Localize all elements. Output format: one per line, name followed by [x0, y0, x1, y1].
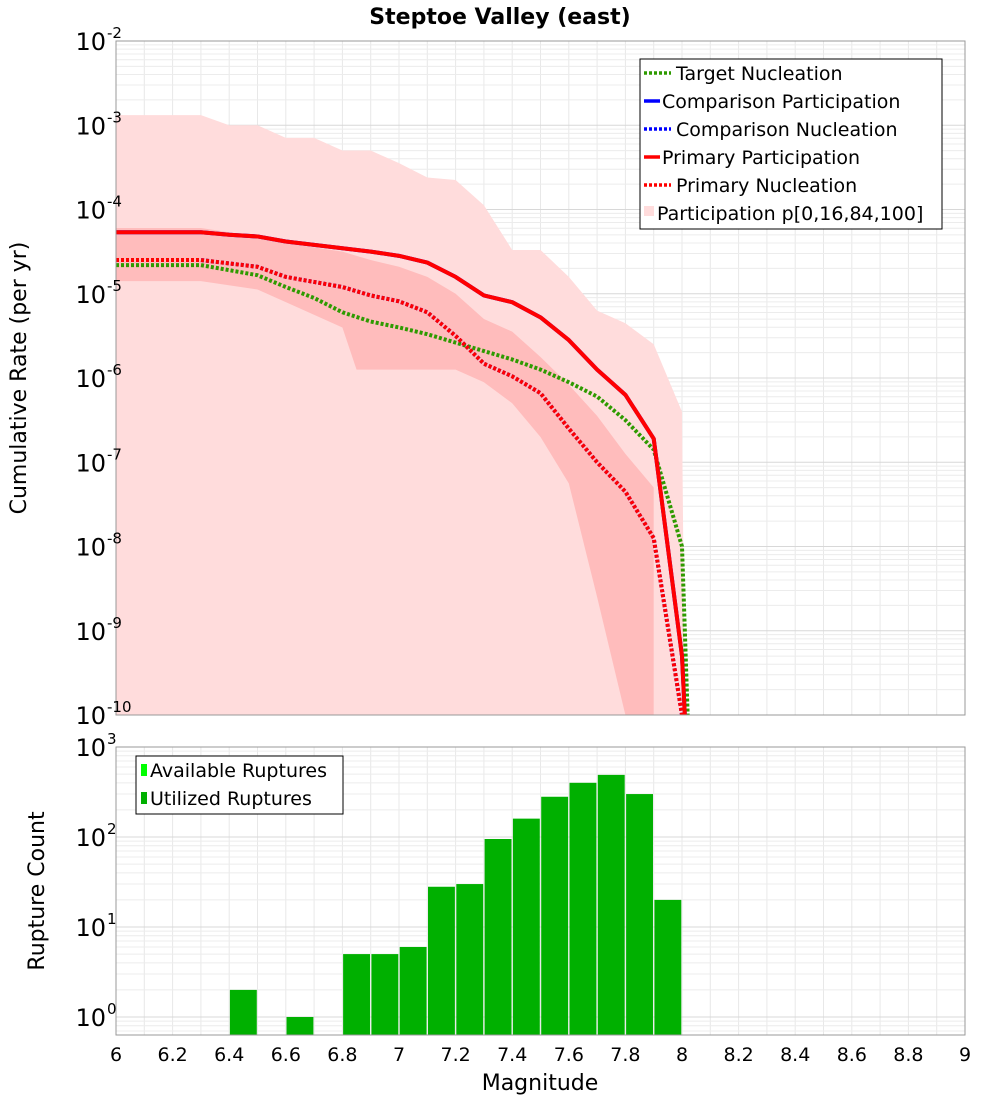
y-tick-exponent: -6 — [107, 361, 122, 379]
y-tick-exponent: -4 — [107, 193, 122, 211]
x-tick-label: 8.4 — [780, 1044, 810, 1066]
y-tick-label: 10 — [75, 618, 106, 646]
rate-series-lines — [116, 230, 690, 716]
x-tick-label: 8.8 — [893, 1044, 923, 1066]
y-tick-label: 10 — [75, 1004, 106, 1032]
legend-label-comparison-nucleation: Comparison Nucleation — [676, 119, 898, 141]
x-tick-label: 8.2 — [723, 1044, 753, 1066]
rupture-bar — [484, 839, 512, 1035]
rupture-bar — [286, 1017, 314, 1035]
x-tick-label: 6.4 — [214, 1044, 244, 1066]
rupture-bar — [541, 796, 569, 1035]
legend-swatch-participation-band — [644, 206, 654, 216]
bottom-y-axis-label: Rupture Count — [25, 811, 50, 971]
x-tick-label: 7 — [393, 1044, 405, 1066]
chart-title: Steptoe Valley (east) — [369, 5, 630, 30]
y-tick-exponent: -5 — [107, 277, 122, 295]
rupture-count-bars — [229, 774, 682, 1035]
x-tick-label: 9 — [959, 1044, 971, 1066]
legend-label-available-ruptures: Available Ruptures — [150, 760, 327, 782]
legend-label-primary-participation: Primary Participation — [662, 147, 860, 169]
x-tick-label: 7.8 — [610, 1044, 640, 1066]
rupture-bar — [626, 794, 653, 1035]
rupture-bar — [371, 954, 399, 1035]
top-y-axis-label: Cumulative Rate (per yr) — [7, 242, 32, 515]
legend-label-primary-nucleation: Primary Nucleation — [676, 175, 857, 197]
x-tick-label: 7.6 — [554, 1044, 584, 1066]
legend-label-comparison-participation: Comparison Participation — [662, 91, 900, 113]
rupture-bar — [343, 954, 370, 1035]
y-tick-label: 10 — [75, 734, 106, 762]
legend-label-participation-band: Participation p[0,16,84,100] — [657, 203, 923, 225]
rupture-legend-box — [135, 755, 344, 815]
x-tick-label: 8 — [676, 1044, 688, 1066]
y-tick-label: 10 — [75, 914, 106, 942]
y-tick-label: 10 — [75, 365, 106, 393]
x-tick-label: 7.4 — [497, 1044, 527, 1066]
series-target-nucleation — [116, 263, 690, 716]
x-axis-label: Magnitude — [482, 1071, 599, 1096]
y-tick-exponent: -3 — [107, 108, 122, 126]
y-tick-exponent: -10 — [107, 698, 132, 716]
series-primary-participation — [116, 230, 687, 716]
x-ticks: 6 6.2 6.4 6.6 6.8 7 7.2 7.4 7.6 7.8 8 8.2 8.4 8.6 8.8 9 — [110, 1044, 971, 1066]
rupture-bar — [456, 884, 484, 1035]
y-tick-label: 10 — [75, 534, 106, 562]
y-tick-label: 10 — [75, 28, 106, 56]
y-tick-label: 10 — [75, 824, 106, 852]
y-tick-exponent: 2 — [107, 820, 117, 838]
rate-legend-box — [639, 58, 943, 230]
series-primary-nucleation — [116, 258, 684, 716]
x-tick-label: 8.6 — [837, 1044, 867, 1066]
band-p16-p84 — [116, 228, 654, 715]
bottom-plot-frame — [115, 746, 966, 1036]
legend-swatch-utilized-ruptures — [141, 792, 147, 804]
rupture-bar — [597, 774, 625, 1035]
x-tick-label: 6.2 — [157, 1044, 187, 1066]
y-tick-exponent: 0 — [107, 1000, 117, 1018]
legend-swatch-available-ruptures — [141, 764, 147, 776]
y-tick-exponent: 1 — [107, 910, 117, 928]
rupture-legend: Available Ruptures Utilized Ruptures — [135, 755, 344, 815]
top-plot-frame — [115, 40, 966, 716]
rupture-bar — [428, 886, 455, 1035]
y-tick-label: 10 — [75, 449, 106, 477]
rupture-bar — [654, 899, 682, 1035]
y-tick-exponent: -9 — [107, 614, 122, 632]
rupture-bar — [512, 818, 540, 1035]
y-tick-label: 10 — [75, 112, 106, 140]
y-tick-label: 10 — [75, 281, 106, 309]
legend-label-target-nucleation: Target Nucleation — [675, 63, 843, 85]
y-tick-label: 10 — [75, 702, 106, 730]
rupture-bar — [399, 946, 427, 1035]
y-tick-exponent: -2 — [107, 24, 122, 42]
x-tick-label: 6.6 — [271, 1044, 301, 1066]
y-tick-exponent: -8 — [107, 530, 122, 548]
legend-label-utilized-ruptures: Utilized Ruptures — [150, 788, 312, 810]
rate-legend: Target Nucleation Comparison Participati… — [639, 58, 943, 230]
x-tick-label: 6 — [110, 1044, 122, 1066]
x-tick-label: 7.2 — [440, 1044, 470, 1066]
y-tick-exponent: -7 — [107, 445, 122, 463]
rupture-bar — [229, 989, 257, 1035]
y-tick-label: 10 — [75, 197, 106, 225]
y-tick-exponent: 3 — [107, 730, 117, 748]
rupture-bar — [569, 782, 597, 1035]
x-tick-label: 6.8 — [327, 1044, 357, 1066]
